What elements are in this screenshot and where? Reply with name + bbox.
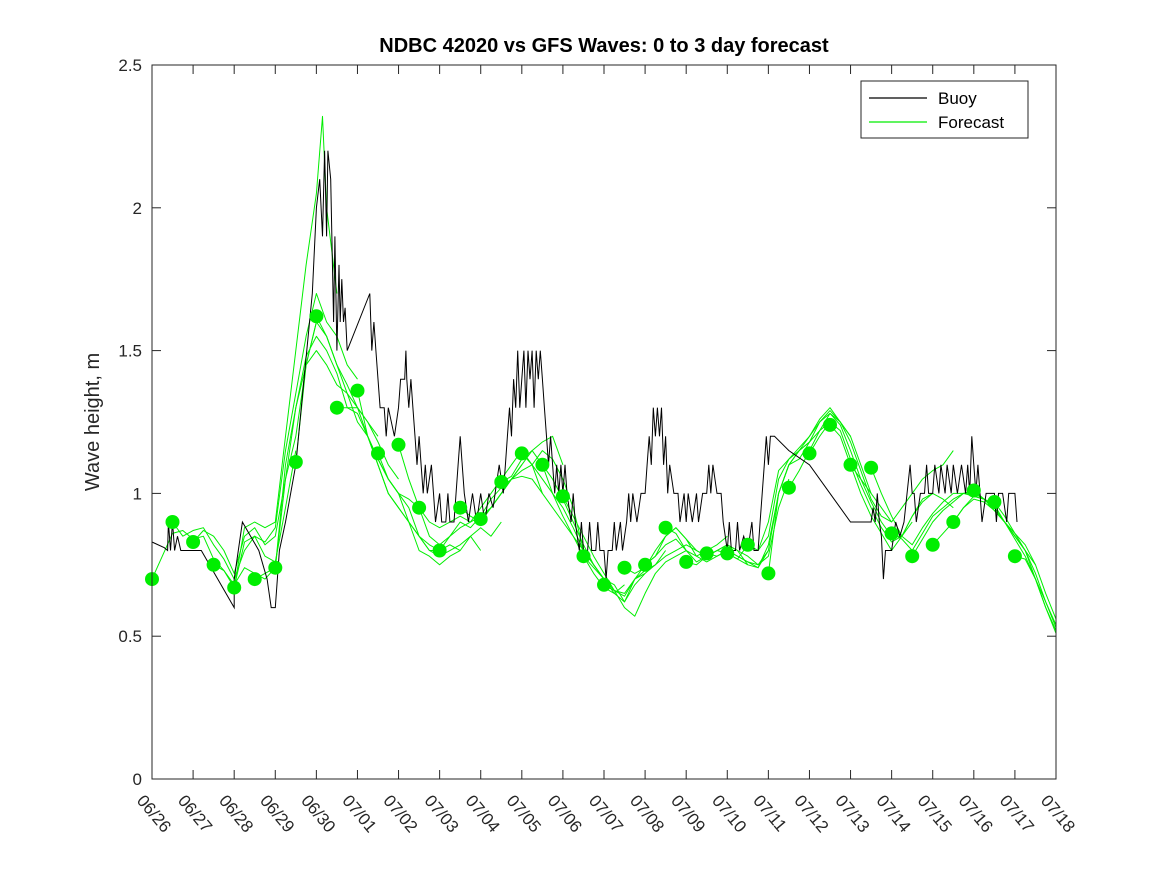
y-tick-label-0: 0 — [133, 770, 142, 789]
forecast-point-14 — [432, 543, 447, 558]
y-tick-label-5: 2.5 — [118, 56, 142, 75]
y-tick-label-2: 1 — [133, 484, 142, 503]
forecast-point-20 — [555, 489, 570, 504]
forecast-point-24 — [638, 557, 653, 572]
forecast-point-26 — [679, 554, 694, 569]
forecast-point-34 — [843, 457, 858, 472]
buoy-line — [151, 150, 1018, 610]
forecast-point-39 — [946, 515, 961, 529]
buoy-series — [151, 150, 1018, 610]
forecast-point-5 — [247, 572, 262, 587]
forecast-point-41 — [987, 495, 1002, 509]
forecast-point-9 — [329, 400, 344, 415]
forecast-point-28 — [720, 546, 735, 561]
forecast-point-16 — [473, 512, 488, 527]
forecast-point-22 — [597, 577, 611, 592]
forecast-point-1 — [165, 515, 180, 529]
forecast-point-19 — [535, 457, 550, 472]
forecast-point-17 — [494, 475, 509, 489]
chart-title: NDBC 42020 vs GFS Waves: 0 to 3 day fore… — [379, 35, 829, 57]
forecast-run-line-2 — [192, 321, 317, 574]
forecast-point-38 — [925, 537, 940, 552]
forecast-run-line-42 — [1014, 555, 1057, 628]
forecast-point-23 — [617, 560, 632, 575]
forecast-point-33 — [823, 417, 837, 432]
y-axis-title: Wave height, m — [82, 353, 104, 491]
forecast-point-42 — [1007, 549, 1022, 564]
forecast-point-15 — [453, 500, 468, 515]
forecast-point-32 — [802, 446, 817, 461]
forecast-run-line-41 — [993, 501, 1057, 634]
forecast-point-30 — [761, 566, 776, 581]
legend-forecast-label: Forecast — [938, 113, 1004, 132]
forecast-run-line-34 — [850, 450, 954, 523]
forecast-point-18 — [514, 446, 529, 461]
forecast-point-37 — [905, 549, 920, 564]
forecast-point-7 — [288, 455, 303, 469]
forecast-point-4 — [227, 580, 242, 595]
forecast-run-line-29 — [747, 407, 872, 551]
forecast-point-25 — [658, 520, 673, 535]
forecast-run-line-6 — [274, 350, 399, 568]
forecast-point-10 — [350, 383, 365, 398]
plot-area — [152, 65, 1056, 779]
forecast-analysis-points — [145, 309, 1022, 595]
forecast-point-3 — [206, 557, 221, 572]
forecast-point-21 — [576, 549, 591, 564]
legend-box — [860, 80, 1029, 139]
y-tick-label-4: 2 — [133, 199, 142, 218]
forecast-point-12 — [391, 437, 406, 452]
legend-buoy-label: Buoy — [938, 89, 977, 108]
forecast-point-31 — [781, 480, 796, 495]
forecast-point-2 — [186, 535, 201, 549]
forecast-point-13 — [412, 500, 427, 515]
forecast-run-line-3 — [213, 115, 338, 589]
forecast-point-35 — [864, 460, 879, 475]
forecast-point-27 — [699, 546, 714, 561]
forecast-point-36 — [884, 526, 899, 541]
forecast-point-11 — [371, 446, 385, 461]
forecast-point-29 — [740, 537, 755, 552]
forecast-run-line-9 — [336, 407, 461, 566]
y-tick-label-3: 1.5 — [118, 342, 142, 361]
forecast-point-40 — [966, 483, 981, 498]
forecast-point-6 — [268, 560, 283, 575]
y-tick-label-1: 0.5 — [118, 627, 142, 646]
forecast-run-line-20 — [562, 496, 687, 617]
forecast-point-8 — [309, 309, 324, 324]
forecast-run-line-30 — [767, 410, 892, 574]
legend: Buoy Forecast — [860, 80, 1029, 139]
